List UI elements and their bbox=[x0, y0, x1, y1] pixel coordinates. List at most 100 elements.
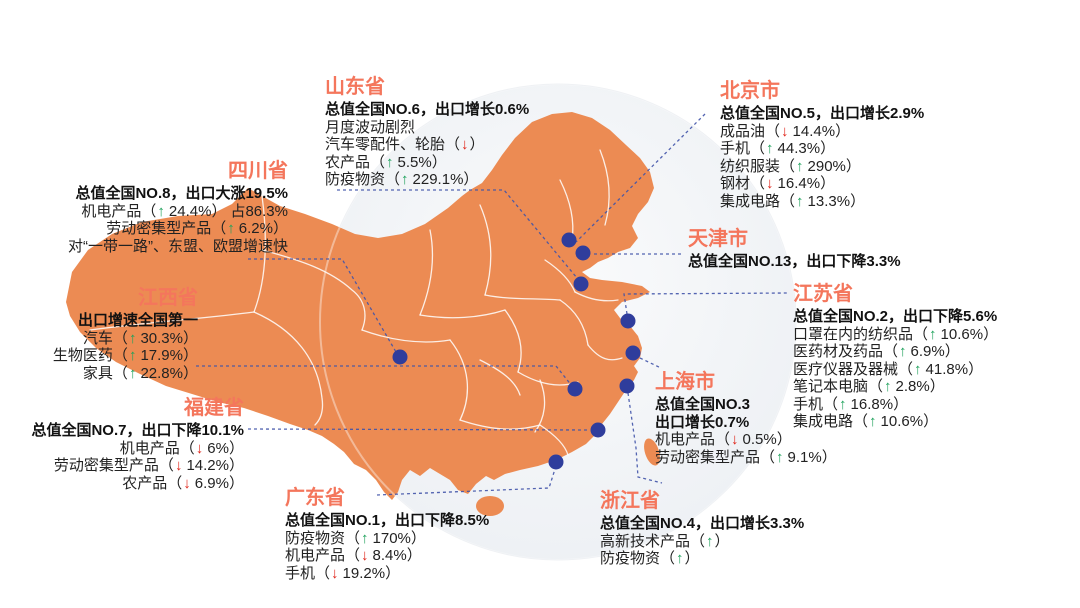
beijing-connector-line bbox=[575, 113, 706, 243]
stat-item: 钢材（↓ 16.4%） bbox=[720, 175, 836, 192]
stat-label: 手机 bbox=[285, 564, 316, 582]
stat-item: 机电产品（↓ 6%） bbox=[119, 439, 244, 457]
trend-up-icon: ↑ bbox=[128, 364, 137, 382]
trend-up-icon: ↑ bbox=[796, 192, 804, 210]
stat-value: 290% bbox=[807, 157, 846, 175]
stat-item: 农产品（↓ 6.9%） bbox=[122, 474, 244, 492]
trend-down-icon: ↓ bbox=[731, 431, 739, 448]
stat-item: 纺织服装（↑ 290%） bbox=[720, 157, 861, 175]
trend-down-icon: ↓ bbox=[361, 547, 369, 564]
stat-value: 6.2% bbox=[238, 220, 273, 237]
trend-up-icon: ↑ bbox=[157, 202, 165, 220]
jiangsu-city-marker bbox=[620, 313, 636, 329]
stat-value: 16.4% bbox=[777, 175, 821, 192]
stat-label: 劳动密集型产品 bbox=[53, 457, 159, 474]
stat-label: 机电产品 bbox=[119, 439, 180, 457]
stat-suffix: 占86.3% bbox=[230, 202, 288, 220]
trend-down-icon: ↓ bbox=[461, 136, 469, 153]
province-summary: 总值全国NO.7，出口下降10.1% bbox=[31, 422, 244, 439]
stat-value: 16.8% bbox=[850, 395, 894, 413]
stat-value: 10.6% bbox=[940, 325, 984, 343]
province-summary: 总值全国NO.1，出口下降8.5% bbox=[285, 512, 490, 529]
province-summary: 出口增速全国第一 bbox=[77, 312, 198, 329]
province-name: 江西省 bbox=[138, 287, 198, 309]
stat-label: 机电产品 bbox=[81, 202, 142, 220]
trend-up-icon: ↑ bbox=[128, 347, 137, 364]
stat-item: 机电产品（↓ 0.5%） bbox=[655, 431, 792, 448]
stat-item: 防疫物资（↑ 229.1%） bbox=[325, 171, 479, 188]
china-map-shape bbox=[66, 112, 660, 516]
stat-label: 防疫物资 bbox=[285, 529, 346, 547]
shanghai-connector-line bbox=[639, 357, 662, 369]
beijing-city-marker bbox=[561, 232, 577, 248]
province-summary: 总值全国NO.5，出口增长2.9% bbox=[720, 105, 925, 122]
trend-down-icon: ↓ bbox=[174, 457, 183, 474]
stat-label: 月度波动剧烈 bbox=[325, 118, 416, 136]
callout-sichuan: 四川省 总值全国NO.8，出口大涨19.5% 机电产品（↑ 24.4%） 占86.3% 劳… bbox=[68, 160, 288, 255]
province-name: 广东省 bbox=[285, 487, 345, 509]
trend-up-icon: ↑ bbox=[401, 171, 409, 188]
stat-item: 集成电路（↑ 10.6%） bbox=[793, 413, 939, 430]
stat-label: 机电产品 bbox=[285, 547, 346, 564]
province-summary: 总值全国NO.4，出口增长3.3% bbox=[600, 515, 805, 532]
stat-item: 生物医药（↑ 17.9%） bbox=[52, 347, 198, 364]
trend-down-icon: ↓ bbox=[183, 474, 191, 492]
stat-item: 机电产品（↑ 24.4%） 占86.3% bbox=[81, 202, 288, 220]
stat-label: 手机 bbox=[793, 395, 824, 413]
stat-item: 汽车（↑ 30.3%） bbox=[82, 329, 198, 347]
stat-label: 对“一带一路”、东盟、欧盟增速快 bbox=[68, 237, 288, 255]
sichuan-city-marker bbox=[392, 349, 408, 365]
stat-item: 汽车零配件、轮胎（↓） bbox=[325, 136, 485, 153]
stat-item: 防疫物资（↑） bbox=[600, 550, 700, 567]
fujian-connector-line bbox=[247, 428, 590, 431]
stat-value: 24.4% bbox=[168, 202, 212, 220]
trend-down-icon: ↓ bbox=[766, 175, 774, 192]
stat-label: 医药材及药品 bbox=[793, 343, 884, 360]
callout-shanghai: 上海市 总值全国NO.3 出口增长0.7% 机电产品（↓ 0.5%） 劳动密集型产品（↑ 9… bbox=[655, 371, 837, 466]
stat-value: 13.3% bbox=[807, 192, 851, 210]
callout-fujian: 福建省总值全国NO.7，出口下降10.1% 机电产品（↓ 6%） 劳动密集型产品（↓ 1… bbox=[31, 397, 244, 492]
shandong-city-marker bbox=[573, 276, 589, 292]
stat-value: 170% bbox=[372, 529, 411, 547]
stat-value: 8.4% bbox=[372, 547, 407, 564]
taiwan-island bbox=[644, 438, 660, 466]
stat-item: 手机（↓ 19.2%） bbox=[285, 564, 401, 582]
trend-up-icon: ↑ bbox=[766, 140, 774, 157]
stat-label: 防疫物资 bbox=[600, 550, 661, 567]
stat-value: 0.5% bbox=[742, 431, 777, 448]
markers-and-connectors bbox=[196, 113, 790, 496]
trend-up-icon: ↑ bbox=[914, 360, 922, 378]
stat-item: 劳动密集型产品（↓ 14.2%） bbox=[53, 457, 244, 474]
jiangxi-connector-line bbox=[196, 365, 573, 387]
trend-up-icon: ↑ bbox=[869, 413, 877, 430]
stat-label: 医疗仪器及器械 bbox=[793, 360, 899, 378]
stat-value: 19.2% bbox=[342, 564, 386, 582]
trend-up-icon: ↑ bbox=[839, 395, 847, 413]
province-name: 天津市 bbox=[688, 228, 748, 250]
stat-value: 14.2% bbox=[186, 457, 229, 474]
stat-item: 手机（↑ 44.3%） bbox=[720, 140, 836, 157]
callout-shandong: 山东省 总值全国NO.6，出口增长0.6% 月度波动剧烈 汽车零配件、轮胎（↓） 农产品… bbox=[325, 76, 529, 189]
stat-value: 229.1% bbox=[412, 171, 464, 188]
province-name: 上海市 bbox=[655, 371, 715, 393]
trend-up-icon: ↑ bbox=[929, 325, 937, 343]
stat-label: 汽车 bbox=[82, 329, 113, 347]
stat-label: 汽车零配件、轮胎 bbox=[325, 136, 446, 153]
callout-beijing: 北京市 总值全国NO.5，出口增长2.9% 成品油（↓ 14.4%） 手机（↑ 44.3%… bbox=[720, 80, 924, 210]
callout-jiangsu: 江苏省 总值全国NO.2，出口下降5.6% 口罩在内的纺织品（↑ 10.6%） 医药材及… bbox=[793, 283, 998, 431]
province-name: 浙江省 bbox=[600, 490, 660, 512]
zhejiang-city-marker bbox=[619, 378, 635, 394]
stat-value: 6.9% bbox=[194, 474, 229, 492]
stat-value: 6% bbox=[207, 439, 229, 457]
shandong-connector-line bbox=[337, 189, 578, 279]
trend-up-icon: ↑ bbox=[706, 532, 714, 550]
province-summary: 总值全国NO.8，出口大涨19.5% bbox=[75, 185, 288, 202]
province-summary: 总值全国NO.13，出口下降3.3% bbox=[688, 253, 901, 270]
province-name: 福建省 bbox=[184, 397, 244, 419]
stat-label: 笔记本电脑 bbox=[793, 378, 869, 395]
callout-zhejiang: 浙江省 总值全国NO.4，出口增长3.3% 高新技术产品（↑） 防疫物资（↑） bbox=[600, 490, 804, 568]
stat-label: 劳动密集型产品 bbox=[655, 448, 761, 466]
province-name: 四川省 bbox=[228, 160, 288, 182]
jiangxi-city-marker bbox=[567, 381, 583, 397]
